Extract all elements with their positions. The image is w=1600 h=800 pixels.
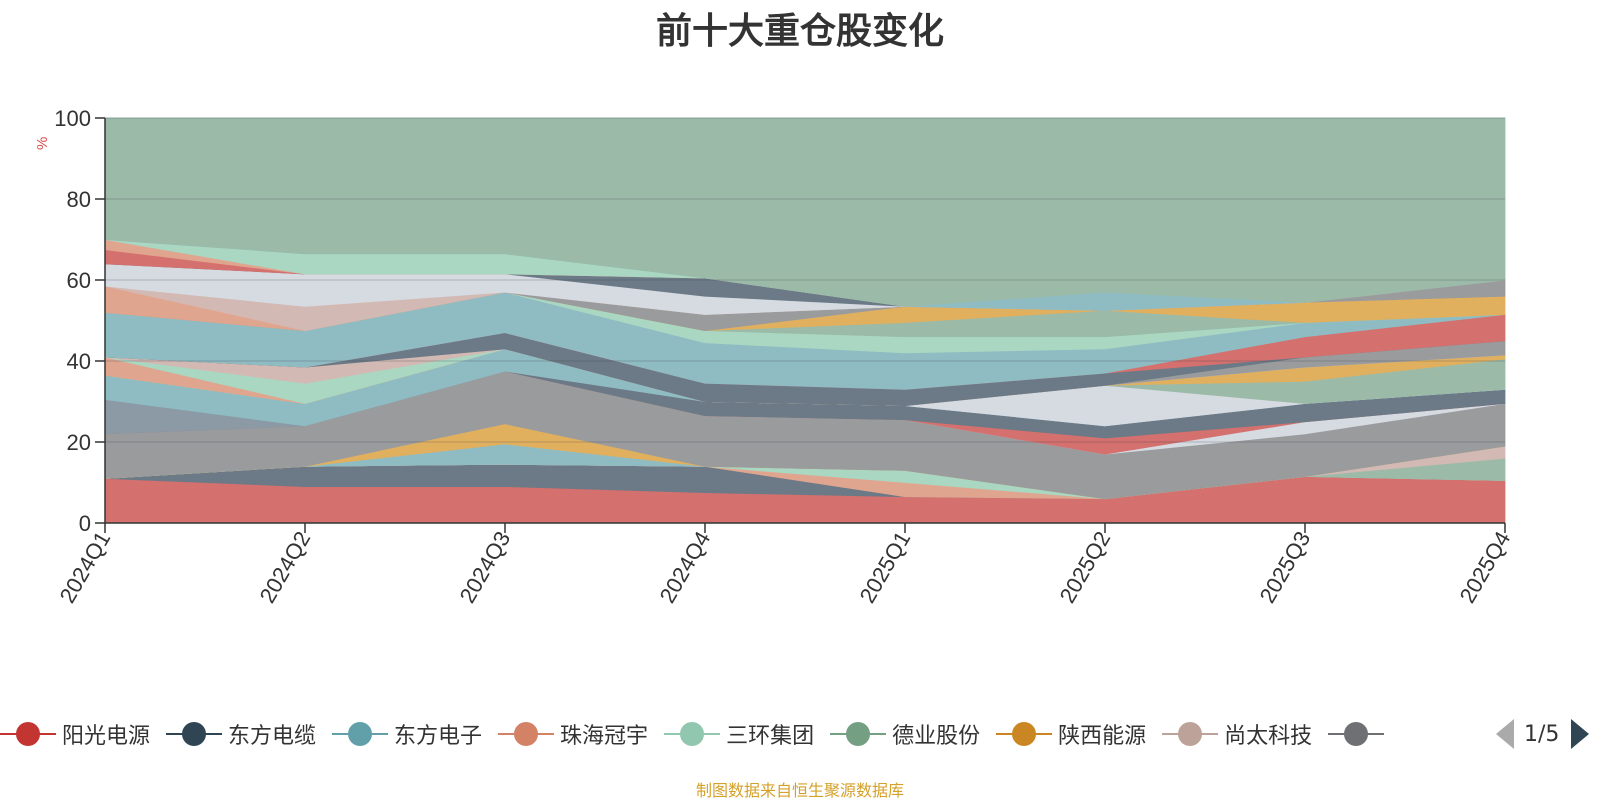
legend-label: 阳光电源 (62, 724, 151, 749)
legend-item[interactable]: 三环集团 (664, 716, 814, 752)
legend: 阳光电源 东方电缆 东方电子 珠海冠宇 三环集团 德业股份 陕西能源 尚太科技 1/5 (0, 716, 1600, 752)
legend-marker-icon (332, 722, 389, 746)
x-tick-label: 2024Q4 (655, 527, 716, 607)
legend-item[interactable]: 尚太科技 (1162, 716, 1312, 752)
legend-label: 尚太科技 (1224, 724, 1313, 749)
legend-label: 东方电缆 (228, 724, 317, 749)
legend-marker-icon (996, 722, 1053, 746)
data-source-note: 制图数据来自恒生聚源数据库 (695, 781, 904, 800)
chart-title: 前十大重仓股变化 (655, 11, 944, 52)
legend-marker-icon (166, 722, 223, 746)
legend-prev-page-icon[interactable] (1496, 719, 1514, 749)
legend-item[interactable] (1328, 716, 1390, 752)
legend-marker-icon (1162, 722, 1219, 746)
legend-label: 东方电子 (394, 724, 483, 749)
x-tick-label: 2025Q1 (855, 527, 916, 607)
y-tick-label: 60 (67, 268, 91, 293)
legend-label: 德业股份 (892, 724, 981, 749)
y-tick-label: 20 (67, 430, 91, 455)
x-tick-label: 2024Q3 (455, 527, 516, 607)
x-tick-label: 2025Q2 (1055, 527, 1116, 607)
y-tick-label: 40 (67, 349, 91, 374)
legend-label: 三环集团 (726, 724, 815, 749)
y-axis-label: % (34, 136, 51, 150)
legend-marker-icon (1328, 722, 1385, 746)
x-tick-label: 2024Q2 (255, 527, 316, 607)
legend-item[interactable]: 东方电缆 (166, 716, 316, 752)
bands-layer (104, 117, 1506, 524)
legend-page-indicator: 1/5 (1524, 721, 1560, 747)
legend-label: 陕西能源 (1058, 724, 1147, 749)
legend-item[interactable]: 德业股份 (830, 716, 980, 752)
legend-items: 阳光电源 东方电缆 东方电子 珠海冠宇 三环集团 德业股份 陕西能源 尚太科技 (0, 716, 1482, 752)
y-tick-label: 100 (54, 106, 91, 131)
x-tick-label: 2024Q1 (55, 527, 116, 607)
legend-item[interactable]: 珠海冠宇 (498, 716, 648, 752)
y-tick-label: 80 (67, 187, 91, 212)
legend-item[interactable]: 阳光电源 (0, 716, 150, 752)
y-tick-label: 0 (79, 511, 91, 536)
area-band-36 (104, 117, 1506, 307)
legend-marker-icon (498, 722, 555, 746)
legend-item[interactable]: 陕西能源 (996, 716, 1146, 752)
grid-layer (105, 117, 1505, 443)
legend-marker-icon (0, 722, 56, 746)
x-tick-label: 2025Q3 (1255, 527, 1316, 607)
legend-marker-icon (664, 722, 721, 746)
legend-marker-icon (830, 722, 887, 746)
legend-label: 珠海冠宇 (560, 724, 649, 749)
legend-pager: 1/5 (1496, 716, 1590, 752)
legend-item[interactable]: 东方电子 (332, 716, 482, 752)
x-tick-label: 2025Q4 (1455, 527, 1516, 607)
legend-next-page-icon[interactable] (1571, 719, 1590, 749)
